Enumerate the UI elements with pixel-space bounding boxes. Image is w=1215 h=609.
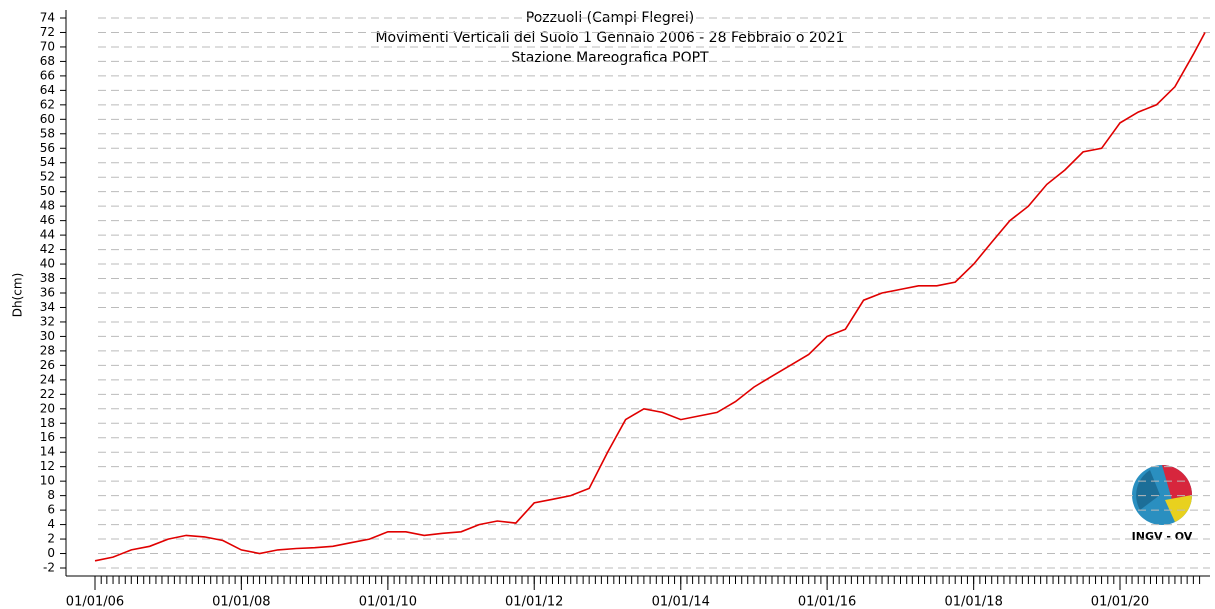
y-tick-label: 46	[40, 213, 55, 227]
y-tick-label: 32	[40, 314, 55, 328]
y-tick-label: 62	[40, 97, 55, 111]
chart-subtitle: Movimenti Verticali del Suolo 1 Gennaio …	[375, 30, 844, 46]
y-tick-label: 22	[40, 387, 55, 401]
x-tick-label: 01/01/20	[1091, 595, 1149, 609]
x-tick-label: 01/01/06	[66, 595, 124, 609]
y-tick-label: 66	[40, 68, 55, 82]
y-tick-label: 64	[40, 83, 55, 97]
y-tick-label: 18	[40, 416, 55, 430]
x-tick-label: 01/01/12	[505, 595, 563, 609]
y-tick-label: 74	[40, 11, 55, 25]
y-tick-label: 34	[40, 300, 55, 314]
y-tick-label: 16	[40, 430, 55, 444]
y-tick-label: 24	[40, 372, 55, 386]
x-tick-label: 01/01/16	[798, 595, 856, 609]
y-tick-label: 72	[40, 25, 55, 39]
y-tick-label: 50	[40, 184, 55, 198]
y-tick-label: 54	[40, 155, 55, 169]
y-tick-label: -2	[43, 561, 55, 575]
x-tick-label: 01/01/18	[944, 595, 1002, 609]
y-tick-label: 12	[40, 459, 55, 473]
y-tick-label: 8	[47, 488, 55, 502]
y-tick-label: 52	[40, 170, 55, 184]
y-tick-label: 44	[40, 228, 55, 242]
y-tick-label: 26	[40, 358, 55, 372]
chart-subtitle: Stazione Mareografica POPT	[511, 50, 709, 66]
y-tick-label: 0	[47, 546, 55, 560]
y-tick-label: 14	[40, 445, 55, 459]
y-tick-label: 56	[40, 141, 55, 155]
y-tick-label: 40	[40, 257, 55, 271]
y-tick-label: 28	[40, 343, 55, 357]
x-tick-label: 01/01/10	[359, 595, 417, 609]
x-tick-label: 01/01/08	[212, 595, 270, 609]
y-tick-label: 36	[40, 286, 55, 300]
y-tick-label: 58	[40, 126, 55, 140]
y-tick-label: 30	[40, 329, 55, 343]
logo-segment	[1165, 495, 1192, 522]
y-tick-label: 20	[40, 401, 55, 415]
y-tick-label: 70	[40, 39, 55, 53]
x-tick-label: 01/01/14	[652, 595, 710, 609]
y-tick-label: 60	[40, 112, 55, 126]
y-axis-label: Dh(cm)	[11, 273, 25, 318]
y-tick-label: 4	[47, 517, 55, 531]
logo-text: INGV - OV	[1132, 530, 1193, 543]
logo-segment	[1136, 470, 1160, 510]
y-tick-label: 2	[47, 532, 55, 546]
y-tick-label: 6	[47, 503, 55, 517]
data-line	[94, 32, 1206, 562]
y-tick-label: 42	[40, 242, 55, 256]
y-tick-label: 10	[40, 474, 55, 488]
logo-segment	[1162, 465, 1192, 500]
logo: INGV - OV	[1132, 465, 1193, 543]
y-tick-label: 48	[40, 199, 55, 213]
y-tick-label: 38	[40, 271, 55, 285]
y-tick-label: 68	[40, 54, 55, 68]
